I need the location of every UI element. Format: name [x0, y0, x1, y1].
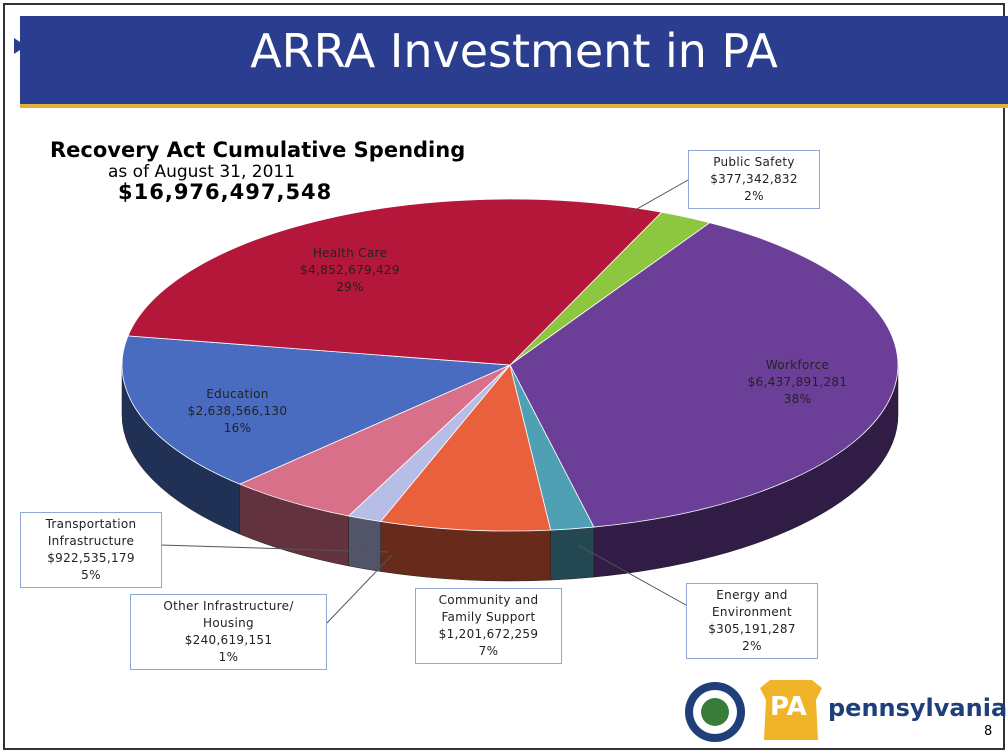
slice: [509, 222, 899, 528]
label-percent: 29%: [336, 280, 364, 294]
brand: pennsylvania: [828, 694, 1008, 722]
frame: [3, 3, 1005, 750]
label-percent: 16%: [223, 421, 252, 435]
leader-line: [577, 544, 687, 606]
label-value: $922,535,179: [47, 551, 135, 565]
label-name: Education: [206, 387, 269, 401]
slice-side: [348, 515, 381, 572]
seal-core: [701, 698, 729, 726]
label-percent: 1%: [218, 650, 239, 664]
label-name: Public Safety: [713, 155, 795, 169]
label-value: $4,852,679,429: [300, 263, 400, 277]
slice: [127, 198, 663, 366]
data-label: Health Care $4,852,679,429 29%: [280, 242, 420, 299]
slice: [238, 364, 511, 517]
label-percent: 2%: [742, 639, 762, 653]
data-label: Other Infrastructure/ Housing $240,619,15…: [130, 594, 327, 670]
label-percent: 38%: [783, 392, 812, 406]
page-number: 8: [984, 724, 993, 739]
label-name: Workforce: [765, 358, 830, 372]
label-value: $6,437,891,281: [747, 375, 848, 389]
label-percent: 5%: [81, 568, 101, 582]
label-value: $240,619,151: [184, 633, 273, 647]
label-percent: 2%: [744, 189, 764, 203]
label-name: Health Care: [312, 246, 388, 260]
slice: [379, 364, 552, 532]
leader-line: [159, 544, 389, 553]
label-name: Community and Family Support: [438, 593, 539, 624]
leader-line: [627, 179, 689, 215]
slice: [121, 335, 511, 485]
chart-subtitle: as of August 31, 2011: [108, 162, 296, 182]
data-label: Energy and Environment $305,191,287 2%: [686, 583, 818, 659]
label-value: $2,638,566,130: [187, 404, 288, 418]
label-name: Transportation Infrastructure: [45, 517, 137, 548]
pie: [121, 198, 899, 582]
label-value: $1,201,672,259: [438, 627, 539, 641]
banner: [20, 16, 1008, 104]
data-label: Workforce $6,437,891,281 38%: [735, 354, 860, 411]
banner-rule: [20, 104, 1008, 108]
keystone: [760, 680, 822, 740]
label-name: Other Infrastructure/ Housing: [163, 599, 294, 630]
leaders: [159, 179, 689, 626]
leader-line: [324, 554, 393, 626]
label-value: $377,342,832: [710, 172, 798, 186]
banner-arrow: [14, 38, 26, 54]
label-value: $305,191,287: [708, 622, 796, 636]
logo-text: PA: [770, 692, 807, 722]
logo: [685, 680, 822, 742]
slice-side: [550, 526, 595, 581]
data-label: Community and Family Support $1,201,672,2…: [415, 588, 562, 664]
data-label: Transportation Infrastructure $922,535,17…: [20, 512, 162, 588]
label-name: Energy and Environment: [712, 588, 792, 619]
label-percent: 7%: [478, 644, 499, 658]
data-label: Public Safety $377,342,832 2%: [688, 150, 820, 209]
slide-title: ARRA Investment in PA: [250, 24, 778, 78]
chart-title: Recovery Act Cumulative Spending: [50, 138, 466, 162]
data-label: Education $2,638,566,130 16%: [170, 383, 305, 440]
total-label: $16,976,497,548: [118, 180, 333, 204]
